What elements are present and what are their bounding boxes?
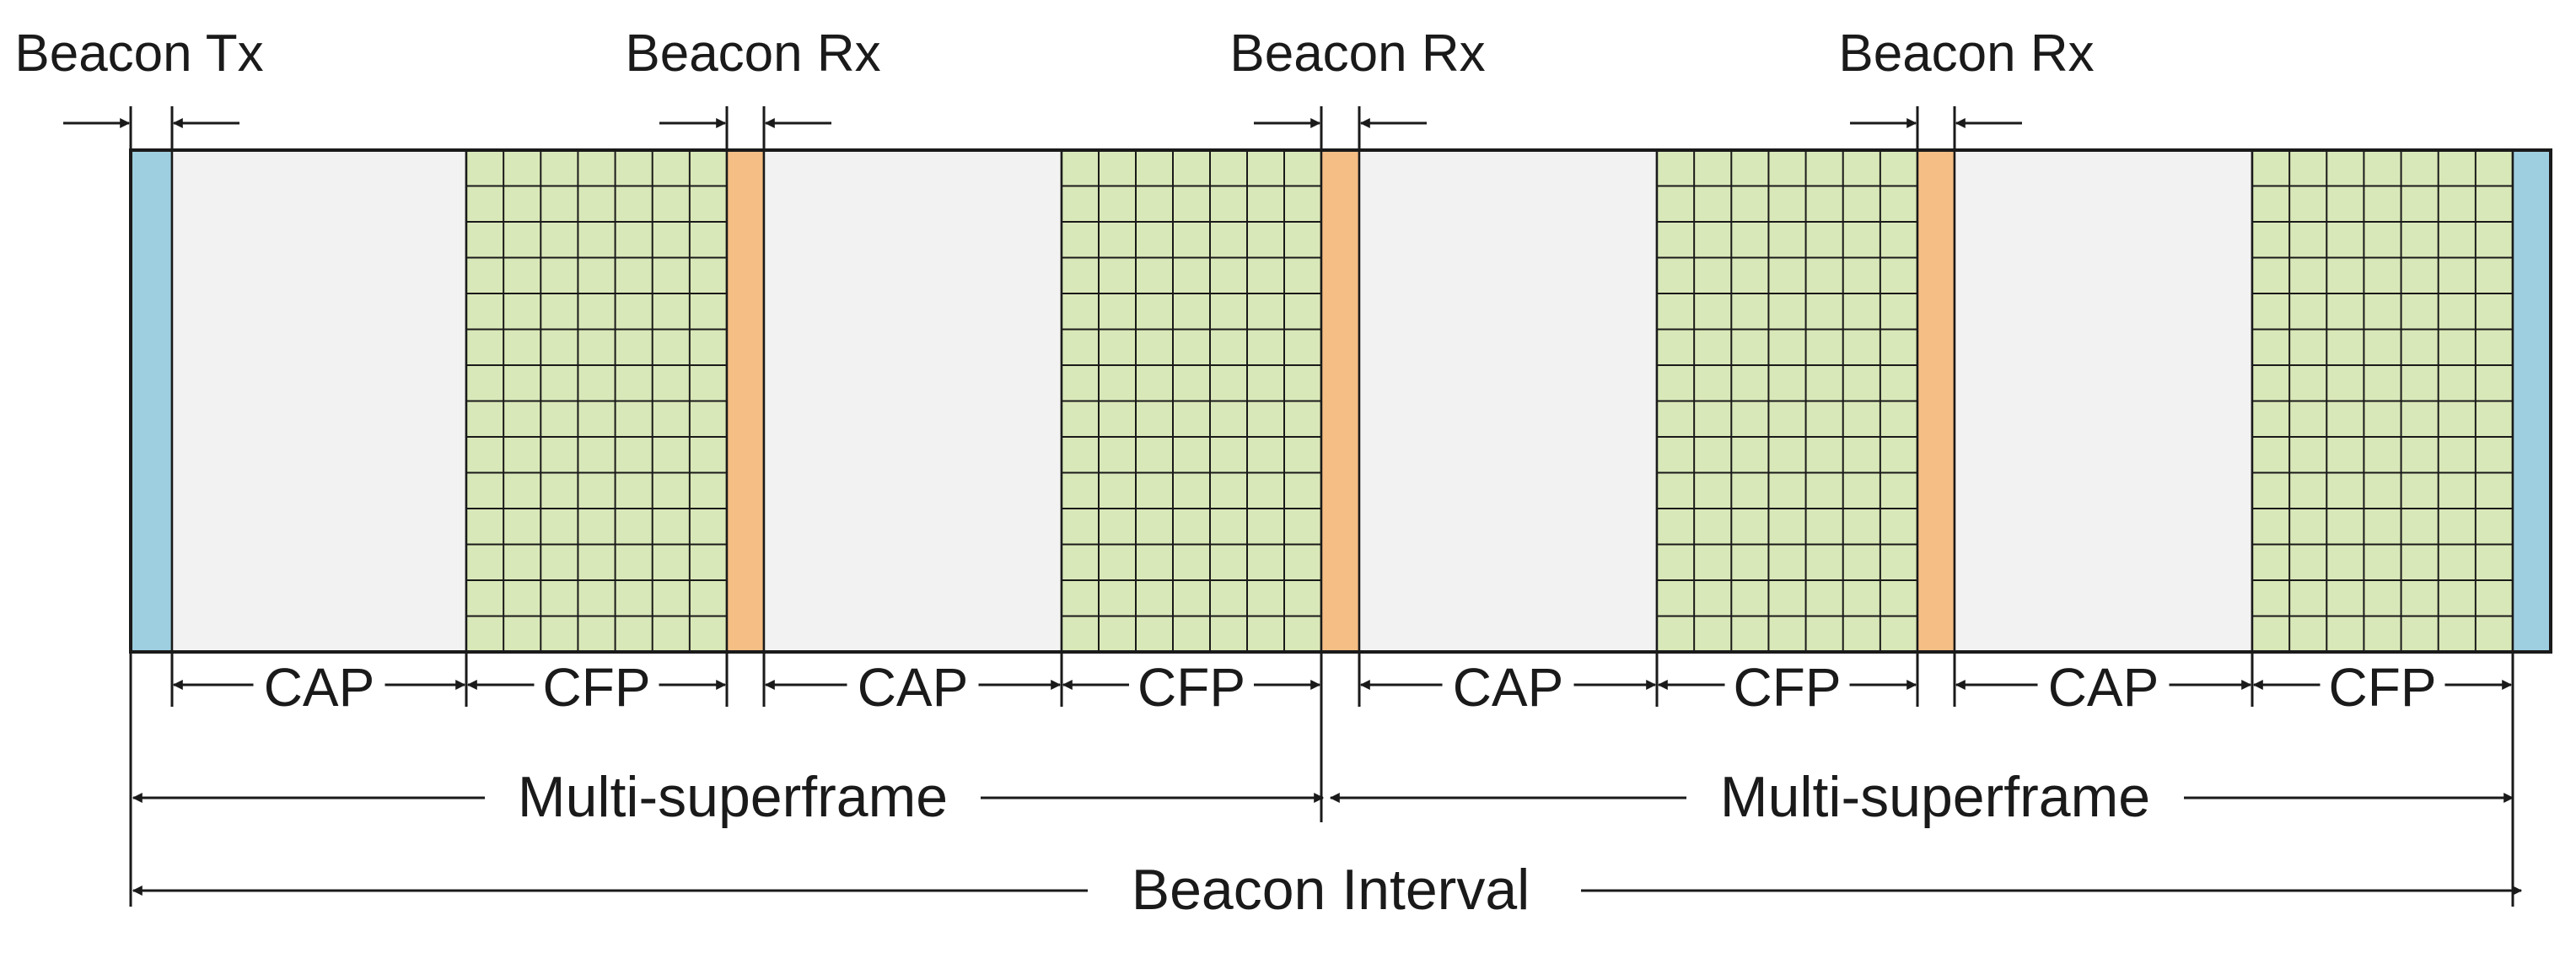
multi-superframe-1-label: Multi-superframe (518, 765, 948, 829)
cfp-grid-1 (466, 150, 727, 652)
cap-label-4: CAP (2048, 657, 2159, 718)
cap-block-2 (762, 148, 1063, 654)
cfp-grid-3 (1657, 150, 1917, 652)
cfp-label-2: CFP (1137, 657, 1245, 718)
beacon-rx-label-3: Beacon Rx (1838, 24, 2094, 83)
cap-label-3: CAP (1453, 657, 1564, 718)
cfp-grid-4 (2252, 150, 2513, 652)
cap-block-3 (1358, 148, 1659, 654)
cap-label-1: CAP (264, 657, 375, 718)
multi-superframe-dimensions: Multi-superframe Multi-superframe (132, 765, 2514, 829)
cfp-slot-grids (466, 150, 2513, 652)
cfp-label-4: CFP (2329, 657, 2437, 718)
beacon-rx-label-2: Beacon Rx (1229, 24, 1485, 83)
beacon-rx-block-2 (1320, 148, 1361, 654)
beacon-rx-block-1 (725, 148, 766, 654)
cfp-label-3: CFP (1734, 657, 1842, 718)
multi-superframe-2-label: Multi-superframe (1720, 765, 2150, 829)
beacon-rx-label-1: Beacon Rx (625, 24, 880, 83)
beacon-width-arrows (63, 106, 2022, 150)
beacon-rx-block-3 (1916, 148, 1956, 654)
segment-dimensions: CAP CFP CAP CFP CAP CFP CAP CFP (172, 657, 2513, 718)
beacon-tx-label: Beacon Tx (14, 24, 263, 83)
cap-block-4 (1953, 148, 2254, 654)
beacon-interval-label: Beacon Interval (1132, 858, 1530, 922)
cap-block-1 (170, 148, 468, 654)
cap-label-2: CAP (858, 657, 969, 718)
beacon-tx-block-2 (2511, 148, 2552, 654)
cfp-label-1: CFP (543, 657, 651, 718)
cfp-grid-2 (1062, 150, 1321, 652)
beacon-tx-block-1 (129, 148, 174, 654)
beacon-interval-dimension: Beacon Interval (132, 858, 2523, 922)
timeline-frame (129, 148, 2552, 654)
